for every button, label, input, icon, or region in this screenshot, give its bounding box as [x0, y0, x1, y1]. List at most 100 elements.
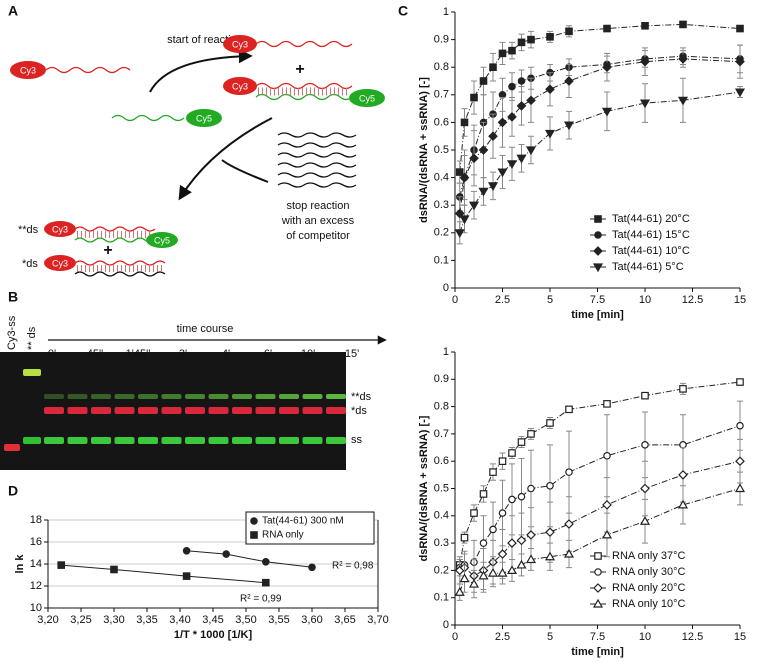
marker	[640, 56, 650, 67]
lane-label: ** ds	[26, 326, 38, 350]
dye	[10, 61, 46, 79]
marker	[498, 457, 507, 466]
marker	[57, 561, 66, 569]
band	[326, 394, 346, 399]
marker	[506, 160, 518, 170]
annotation: R² = 0,99	[240, 594, 282, 605]
panel-letter: D	[8, 483, 18, 499]
dye-label: Cy3	[232, 39, 248, 49]
dye	[146, 232, 178, 248]
dye	[44, 221, 76, 237]
marker	[526, 95, 536, 106]
marker	[735, 56, 745, 67]
band	[326, 407, 346, 414]
x-tick-label: 15	[734, 631, 746, 643]
marker	[565, 27, 573, 36]
band	[185, 407, 205, 414]
x-tick-label: 12.5	[682, 631, 703, 643]
legend-label: RNA only	[262, 530, 304, 541]
band	[208, 407, 229, 414]
band	[208, 394, 229, 399]
marker	[544, 129, 556, 139]
marker	[516, 154, 527, 164]
band	[67, 437, 88, 444]
marker	[222, 550, 231, 558]
band	[91, 394, 111, 399]
marker	[182, 572, 191, 580]
marker	[593, 246, 603, 256]
marker	[593, 583, 603, 593]
marker	[601, 107, 613, 117]
marker	[639, 516, 651, 525]
marker	[565, 405, 573, 414]
band	[23, 369, 41, 376]
marker	[641, 22, 649, 30]
band	[232, 437, 252, 444]
marker	[678, 54, 688, 64]
lane-label: Cy3-ss	[6, 315, 18, 350]
marker	[470, 509, 478, 517]
band	[279, 394, 299, 399]
band	[208, 437, 229, 444]
dye-label: Cy5	[359, 93, 375, 103]
step-label: with an excess	[281, 215, 355, 227]
time-point: 6'	[264, 348, 272, 360]
marker	[545, 527, 555, 538]
marker	[110, 565, 118, 574]
marker	[734, 483, 746, 493]
x-tick-label: 3,35	[136, 614, 157, 626]
x-tick-label: 5	[547, 631, 553, 643]
band	[232, 407, 252, 414]
plus: +	[103, 242, 112, 259]
step-label: of competitor	[286, 230, 350, 242]
marker	[602, 62, 612, 73]
series-line	[459, 58, 741, 214]
marker	[525, 554, 537, 564]
band	[114, 437, 135, 444]
marker	[454, 229, 465, 239]
marker	[736, 24, 744, 33]
band	[302, 437, 323, 444]
marker	[459, 215, 470, 225]
y-tick-label: 0.2	[434, 227, 449, 239]
marker	[640, 483, 650, 494]
band	[161, 394, 182, 399]
x-tick-label: 3,50	[235, 614, 256, 626]
y-tick-label: 0.7	[434, 89, 449, 101]
marker	[736, 421, 744, 430]
y-tick-label: 0	[443, 619, 449, 631]
marker	[564, 76, 574, 86]
marker	[455, 168, 464, 176]
y-axis-label: dsRNA/(dsRNA + ssRNA) [-]	[418, 77, 430, 223]
strand	[111, 114, 185, 122]
marker	[459, 172, 470, 183]
strand	[255, 40, 353, 48]
legend-label: Tat(44-61) 15°C	[612, 229, 690, 241]
time-point: 4'	[222, 348, 230, 360]
band	[138, 407, 158, 414]
marker	[679, 20, 687, 29]
marker	[678, 470, 688, 480]
y-tick-label: 0.5	[434, 482, 449, 494]
y-tick-label: 0.4	[434, 510, 449, 522]
band	[44, 437, 64, 444]
marker	[545, 84, 555, 95]
band	[255, 437, 276, 444]
competitor	[277, 132, 357, 188]
marker	[594, 215, 602, 223]
marker	[487, 182, 499, 192]
x-tick-label: 3,55	[268, 614, 289, 626]
legend-label: Tat(44-61) 20°C	[612, 213, 690, 225]
time-point: 0'	[48, 348, 56, 360]
legend-label: RNA only 30°C	[612, 566, 686, 578]
time-point: 3'	[179, 348, 187, 360]
product-label: **ds	[18, 224, 39, 236]
x-tick-label: 3,65	[334, 614, 355, 626]
dye	[223, 77, 257, 95]
y-tick-label: 0.9	[434, 34, 449, 46]
marker	[489, 468, 497, 476]
dye-label: Cy3	[232, 81, 248, 91]
gel-bands	[4, 369, 346, 451]
band	[185, 437, 205, 444]
y-tick-label: 0.3	[434, 537, 449, 549]
